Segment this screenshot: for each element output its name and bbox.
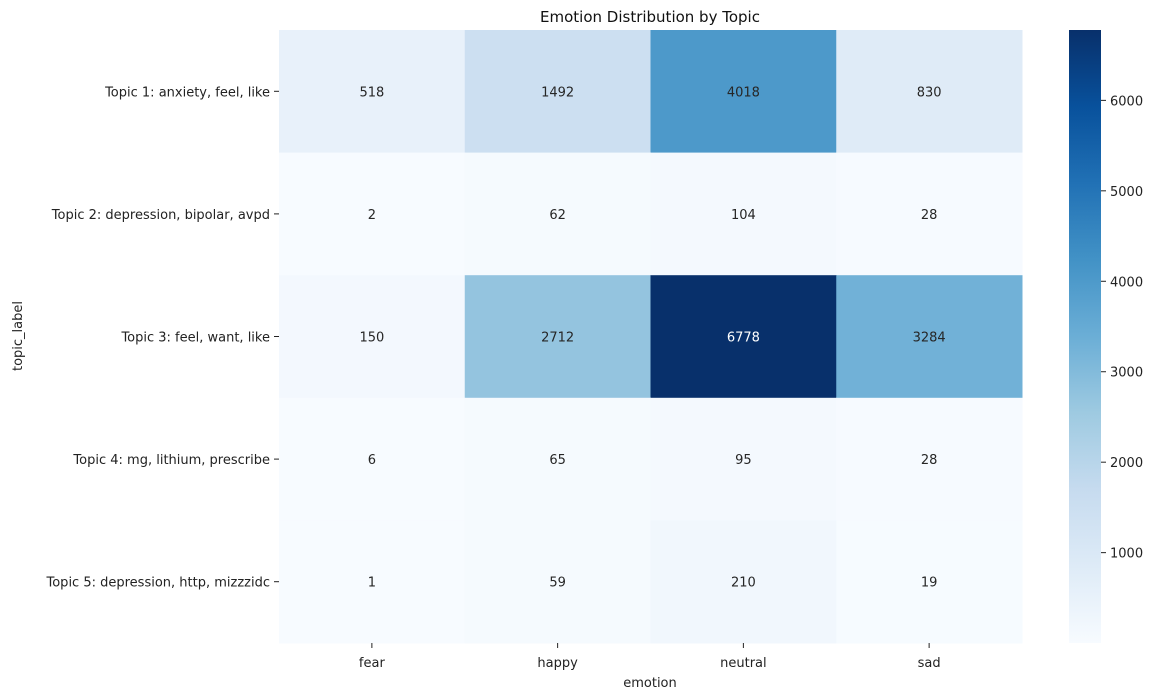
cell-value-label: 4018 [727,85,760,100]
cell-value-label: 65 [549,453,566,468]
cell-value-label: 518 [359,85,384,100]
colorbar-tick-label: 2000 [1110,456,1143,471]
heatmap-cell [279,520,466,644]
cell-value-label: 2 [368,208,376,223]
cell-value-label: 150 [359,331,384,346]
y-tick-label: Topic 2: depression, bipolar, avpd [51,208,270,223]
cell-value-label: 62 [549,208,566,223]
heatmap-cell [836,30,1023,154]
colorbar-tick-label: 5000 [1110,185,1143,200]
colorbar-tick-label: 1000 [1110,547,1143,562]
heatmap-cell [464,152,651,276]
cell-value-label: 95 [735,453,752,468]
cell-value-label: 3284 [913,331,946,346]
y-tick-label: Topic 4: mg, lithium, prescribe [72,453,270,468]
y-tick-label: Topic 1: anxiety, feel, like [104,85,270,100]
heatmap-cell [464,30,651,154]
colorbar-tick-label: 3000 [1110,366,1143,381]
colorbar-tick-label: 4000 [1110,275,1143,290]
heatmap-cell [279,397,466,521]
colorbar-ticks: 1000 2000 3000 4000 5000 6000 [1101,94,1143,562]
cell-value-label: 1492 [541,85,574,100]
cell-value-label: 6 [368,453,376,468]
x-tick-label: fear [359,656,386,671]
y-tick-label: Topic 3: feel, want, like [120,331,270,346]
heatmap-cell [279,30,466,154]
x-tick-labels: fear happy neutral sad [359,643,941,671]
heatmap-cell [650,397,837,521]
x-axis-title: emotion [623,676,677,691]
heatmap-cell [464,275,651,399]
heatmap-cell [464,520,651,644]
heatmap-cell [650,152,837,276]
cell-value-label: 19 [921,576,938,591]
cell-value-label: 1 [368,576,376,591]
cell-value-label: 210 [731,576,756,591]
heatmap-cell [650,30,837,154]
cell-value-label: 59 [549,576,566,591]
heatmap-cell [836,397,1023,521]
heatmap-cell [279,275,466,399]
colorbar-tick-label: 6000 [1110,94,1143,109]
y-tick-labels: Topic 1: anxiety, feel, like Topic 2: dep… [46,85,279,591]
cell-value-label: 2712 [541,331,574,346]
heatmap-cell [836,520,1023,644]
chart-title: Emotion Distribution by Topic [540,8,760,26]
x-tick-label: neutral [720,656,767,671]
heatmap-cells: 518 1492 4018 830 2 62 104 28 150 2712 6778 3284 6 65… [279,30,1023,644]
cell-value-label: 830 [917,85,942,100]
x-tick-label: sad [918,656,941,671]
cell-value-label: 28 [921,208,938,223]
heatmap-cell [650,275,837,399]
heatmap-cell [650,520,837,644]
heatmap-cell [464,397,651,521]
y-tick-label: Topic 5: depression, http, mizzzidc [46,576,271,591]
y-axis-title: topic_label [11,301,26,371]
heatmap-cell [279,152,466,276]
cell-value-label: 28 [921,453,938,468]
x-tick-label: happy [537,656,578,671]
heatmap-cell [836,152,1023,276]
cell-value-label: 104 [731,208,756,223]
cell-value-label: 6778 [727,331,760,346]
colorbar [1069,30,1101,643]
heatmap-cell [836,275,1023,399]
